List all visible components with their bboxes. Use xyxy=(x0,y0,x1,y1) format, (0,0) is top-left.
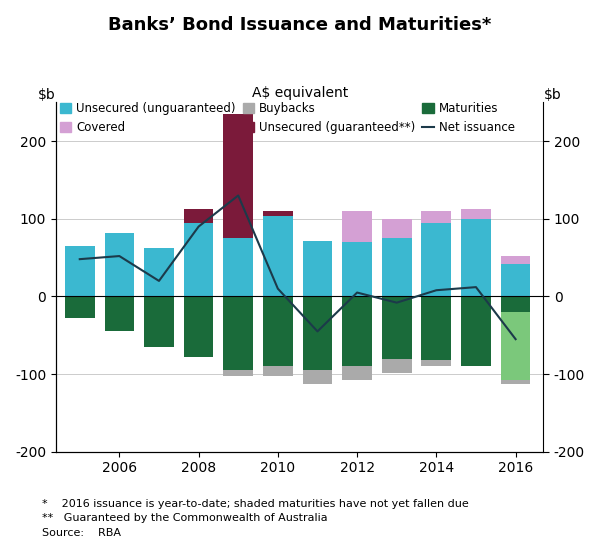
Bar xyxy=(461,210,491,219)
Bar xyxy=(421,223,451,296)
Bar xyxy=(501,296,530,312)
Bar xyxy=(342,211,372,242)
Bar xyxy=(65,246,95,296)
Bar xyxy=(501,381,530,384)
Bar xyxy=(223,370,253,376)
Bar xyxy=(184,209,214,223)
Bar xyxy=(461,219,491,296)
Bar xyxy=(461,296,491,367)
Bar xyxy=(342,296,372,367)
Bar xyxy=(302,296,332,370)
Bar xyxy=(342,367,372,381)
Bar xyxy=(184,223,214,296)
Bar xyxy=(263,211,293,217)
Bar xyxy=(104,296,134,331)
Bar xyxy=(421,211,451,223)
Bar xyxy=(263,217,293,296)
Bar xyxy=(382,296,412,358)
Title: A$ equivalent: A$ equivalent xyxy=(251,86,348,100)
Bar xyxy=(501,256,530,264)
Text: *    2016 issuance is year-to-date; shaded maturities have not yet fallen due: * 2016 issuance is year-to-date; shaded … xyxy=(42,499,469,509)
Bar xyxy=(184,296,214,357)
Bar xyxy=(144,296,174,347)
Legend: Unsecured (unguaranteed), Covered, Buybacks, Unsecured (guaranteed**), Maturitie: Unsecured (unguaranteed), Covered, Buyba… xyxy=(56,99,518,138)
Bar xyxy=(302,240,332,296)
Bar xyxy=(421,296,451,360)
Bar xyxy=(421,360,451,367)
Bar xyxy=(501,264,530,296)
Bar xyxy=(223,296,253,370)
Bar xyxy=(104,233,134,296)
Text: Banks’ Bond Issuance and Maturities*: Banks’ Bond Issuance and Maturities* xyxy=(109,16,491,34)
Text: Source:    RBA: Source: RBA xyxy=(42,528,121,538)
Text: $b: $b xyxy=(38,87,55,101)
Bar xyxy=(302,370,332,384)
Bar xyxy=(382,219,412,238)
Text: **   Guaranteed by the Commonwealth of Australia: ** Guaranteed by the Commonwealth of Aus… xyxy=(42,513,328,523)
Bar xyxy=(382,358,412,372)
Bar xyxy=(223,238,253,296)
Bar xyxy=(65,296,95,318)
Bar xyxy=(382,238,412,296)
Bar xyxy=(263,296,293,367)
Bar xyxy=(501,312,530,381)
Bar xyxy=(342,242,372,296)
Bar xyxy=(144,248,174,296)
Text: $b: $b xyxy=(544,87,562,101)
Bar xyxy=(263,367,293,376)
Bar xyxy=(223,114,253,238)
